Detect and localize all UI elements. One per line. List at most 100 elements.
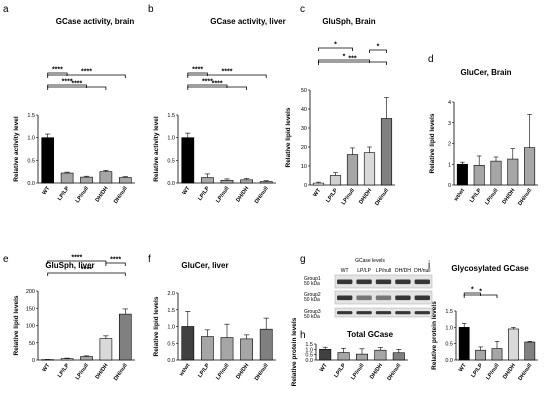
bar-i-2 — [491, 348, 503, 361]
panel-label-a: a — [3, 4, 9, 15]
bar-i-1 — [475, 349, 486, 361]
blot-band — [414, 279, 430, 285]
category-label: LP/null — [485, 362, 501, 381]
category-label: DH/null — [517, 187, 533, 207]
category-label: DH/DH — [235, 363, 250, 381]
blot-marker-label: 50 kDa — [304, 314, 320, 320]
panel-label-c: c — [300, 4, 305, 15]
blot-row-label: Group1 — [304, 276, 321, 282]
lane-label: DH/null — [414, 268, 430, 274]
significance-bracket — [318, 61, 387, 65]
significance-bracket — [318, 47, 353, 51]
y-axis-label-f: Relative lipid levels — [153, 296, 160, 356]
bar-e-3 — [99, 338, 113, 361]
bar-f-2 — [220, 337, 234, 361]
y-tick-label: 100 — [26, 324, 35, 330]
category-label: LP/LP — [57, 362, 71, 378]
category-label: DH/DH — [369, 363, 384, 381]
category-label: LP/null — [215, 362, 231, 381]
category-label: wt/wt — [453, 188, 466, 204]
bar-b-3 — [240, 179, 253, 184]
lane-label: WT — [341, 268, 349, 274]
bar-c-0 — [312, 182, 325, 186]
y-tick-label: 1 — [448, 162, 451, 168]
category-label: LP/LP — [469, 187, 483, 203]
bar-b-0 — [181, 137, 195, 184]
chart-panel-c: c GluSph, Brain 0 10 20 30 40 50 Relative lipid … — [285, 4, 395, 207]
bar-d-1 — [473, 164, 485, 186]
y-axis-label-c: Relative lipid levels — [285, 107, 292, 167]
bar-f-3 — [240, 338, 253, 361]
blot-marker-label: 50 kDa — [304, 281, 320, 287]
category-label: DH/DH — [95, 363, 110, 381]
significance-label: **** — [222, 69, 233, 76]
category-label: LP/null — [215, 185, 231, 204]
chart-panel-h: h Total GCase 0.00.51.01.5 Relative protein… — [291, 317, 408, 386]
y-tick-label: 4 — [448, 100, 451, 106]
y-tick-label: 1.5 — [305, 342, 313, 348]
category-label: LP/LP — [325, 187, 339, 203]
significance-label: **** — [71, 255, 82, 262]
significance-bracket — [47, 74, 126, 78]
significance-bracket — [463, 292, 481, 296]
bar-i-4 — [524, 341, 536, 361]
y-tick-label: 20 — [301, 145, 307, 151]
y-tick-label: 1.0 — [445, 325, 453, 331]
y-tick-label: 150 — [26, 306, 35, 312]
y-tick-label: 50 — [29, 341, 35, 347]
bar-h-4 — [392, 352, 405, 361]
bar-f-0 — [181, 326, 195, 361]
blot-row-label: Group2 — [304, 292, 321, 298]
bar-e-2 — [80, 356, 93, 361]
category-label: DH/DH — [235, 186, 250, 204]
bar-c-2 — [346, 154, 359, 186]
category-label: LP/null — [484, 187, 500, 206]
significance-label: * — [479, 289, 482, 296]
y-tick-label: 2.0 — [167, 291, 175, 297]
category-label: DH/DH — [502, 188, 517, 206]
y-tick-label: 0 — [32, 358, 35, 364]
y-tick-label: 10 — [301, 164, 307, 170]
chart-title-c: GluSph, Brain — [322, 17, 375, 26]
category-label: LP/null — [350, 362, 366, 381]
bar-f-1 — [201, 336, 214, 361]
significance-bracket — [187, 74, 267, 78]
y-tick-label: 2 — [448, 142, 451, 148]
chart-panel-a: a GCase activity, brain 0.0 0.5 1.0 1.5 Relati… — [3, 4, 135, 205]
significance-label: **** — [81, 267, 92, 274]
significance-label: * — [471, 287, 474, 294]
category-label: LP/null — [75, 362, 91, 381]
panel-label-f: f — [148, 254, 151, 265]
category-label: DH/null — [113, 185, 129, 205]
panel-label-d: d — [428, 54, 434, 65]
category-label: DH/null — [374, 187, 390, 207]
y-tick-label: 1.5 — [167, 308, 175, 314]
chart-title-e: GluSph, liver — [45, 261, 94, 270]
significance-bracket — [47, 272, 126, 276]
category-label: DH/null — [254, 362, 270, 382]
chart-panel-f: f GluCer, liver 0.0 0.5 1.0 1.5 2.0 Relative li… — [148, 254, 276, 382]
significance-label: **** — [212, 81, 223, 88]
bar-d-2 — [490, 160, 502, 186]
y-tick-label: 1.0 — [167, 325, 175, 331]
significance-bracket — [187, 72, 208, 76]
y-tick-label: 30 — [301, 126, 307, 132]
blot-band — [395, 279, 411, 285]
significance-bracket — [187, 86, 247, 90]
bar-d-4 — [524, 147, 536, 186]
category-label: WT — [42, 185, 52, 196]
bar-a-2 — [80, 176, 93, 184]
y-axis-label-b: Relative activity level — [153, 116, 160, 182]
y-tick-label: 1.0 — [167, 136, 175, 142]
bar-e-4 — [118, 313, 132, 361]
category-label: WT — [319, 362, 329, 373]
category-label: DH/DH — [358, 188, 373, 206]
significance-bracket — [187, 84, 228, 88]
y-axis-label-d: Relative lipid levels — [429, 113, 436, 173]
blot-band — [337, 295, 353, 301]
y-tick-label: 0.0 — [167, 358, 175, 364]
y-tick-label: 1.5 — [27, 113, 35, 119]
significance-bracket — [47, 72, 68, 76]
y-tick-label: 50 — [301, 88, 307, 94]
